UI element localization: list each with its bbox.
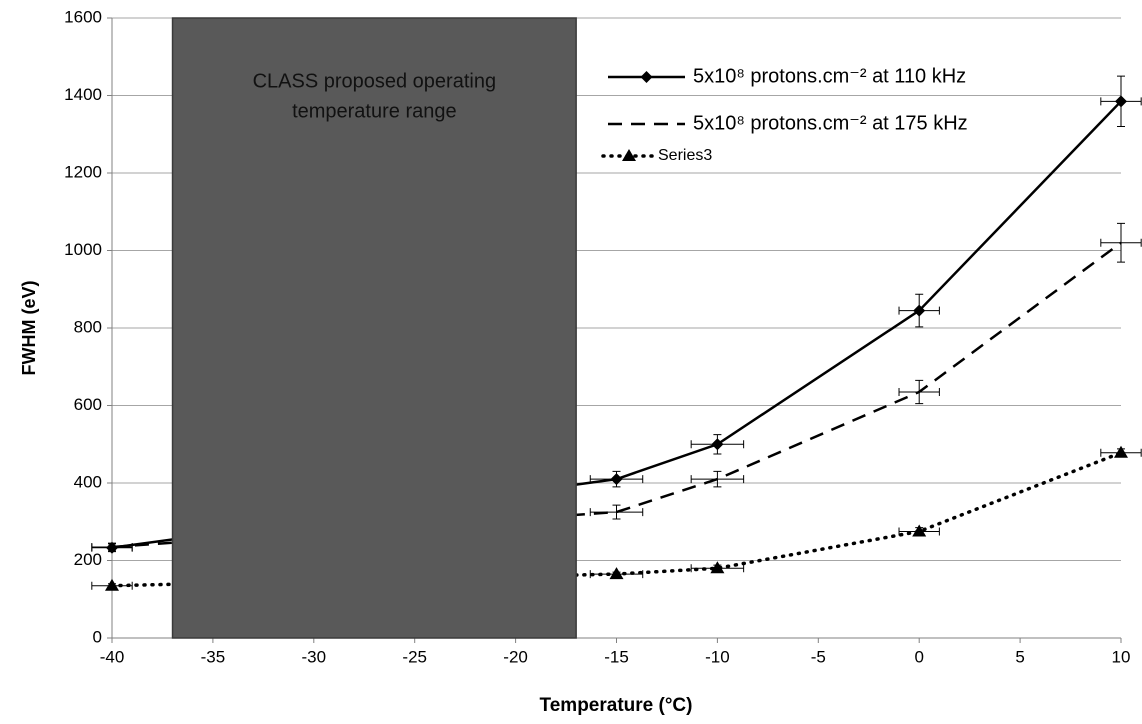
error-bar-x [898,387,940,396]
y-tick-label: 1200 [64,162,102,181]
data-point [609,567,624,580]
region [171,17,577,639]
x-tick-label: -35 [201,647,226,666]
data-point [711,438,724,451]
x-tick-label: -10 [705,647,730,666]
legend-label: Series3 [658,147,712,164]
y-tick-label: 0 [93,627,102,646]
x-tick-label: -5 [811,647,826,666]
error-bar-x [91,542,133,551]
y-tick-label: 200 [74,550,102,569]
legend-marker [640,71,653,83]
legend-label: 5x10⁸ protons.cm⁻² at 110 kHz [693,65,966,87]
y-tick-label: 1400 [64,85,102,104]
legend-label: 5x10⁸ protons.cm⁻² at 175 kHz [693,112,968,134]
region-label: CLASS proposed operating [253,70,497,92]
y-axis-label: FWHM (eV) [19,281,39,376]
x-tick-label: 0 [914,647,923,666]
error-bar-x [690,475,745,484]
y-tick-label: 600 [74,395,102,414]
x-tick-label: -25 [402,647,427,666]
legend: 5x10⁸ protons.cm⁻² at 110 kHz 5x10⁸ proto… [601,65,968,164]
y-tick-label: 1600 [64,7,102,26]
data-point [1114,445,1128,458]
data-point [105,578,119,591]
region-label: temperature range [292,100,457,122]
legend-marker [622,149,636,161]
data-point [610,473,623,486]
data-point [912,524,927,537]
data-point [710,561,725,574]
y-tick-label: 1000 [64,240,102,259]
x-tick-label: -15 [604,647,629,666]
y-tick-label: 400 [74,472,102,491]
data-point [913,304,926,317]
x-tick-label: -40 [100,647,125,666]
x-axis-label: Temperature (°C) [540,695,693,716]
error-bar-x [589,508,644,517]
x-tick-label: -20 [503,647,528,666]
x-tick-label: -30 [302,647,327,666]
x-tick-label: 10 [1112,647,1131,666]
error-bar-x [1100,238,1142,247]
x-tick-label: 5 [1015,647,1024,666]
data-point [1115,95,1127,108]
y-tick-label: 800 [74,317,102,336]
